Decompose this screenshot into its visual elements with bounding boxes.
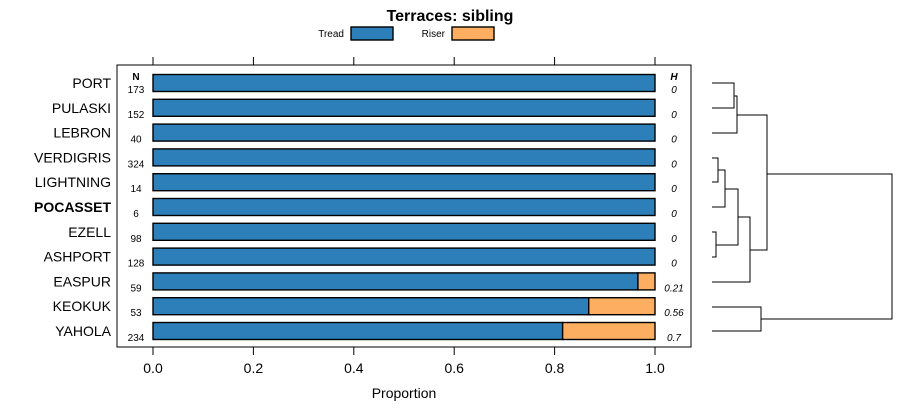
h-value-easpur: 0.21: [664, 283, 683, 294]
category-label-pocasset: POCASSET: [34, 199, 111, 215]
bar-tread-keokuk: [152, 297, 590, 316]
bar-tread-ashport: [152, 247, 656, 266]
bar-row-keokuk: KEOKUK 53 0.56: [53, 297, 684, 319]
n-value-ashport: 128: [128, 259, 145, 270]
h-value-port: 0: [671, 85, 677, 96]
category-label-easpur: EASPUR: [53, 273, 111, 289]
bar-row-yahola: YAHOLA 234 0.7: [55, 321, 681, 344]
h-value-pocasset: 0: [671, 209, 677, 220]
x-tick-label-1: 0.2: [244, 360, 264, 376]
dendrogram-upper-cluster: [737, 114, 768, 251]
x-tick-label-3: 0.6: [444, 360, 464, 376]
bar-riser-easpur: [637, 272, 656, 291]
dendrogram-easpur-join: [712, 216, 751, 283]
dendrogram-port-pulaski: [712, 82, 735, 109]
h-value-pulaski: 0: [671, 110, 677, 121]
n-value-port: 173: [128, 85, 145, 96]
bar-tread-port: [152, 73, 656, 93]
bar-tread-verdigris: [152, 148, 656, 167]
category-label-ezell: EZELL: [68, 224, 111, 240]
bar-tread-pulaski: [152, 98, 656, 118]
x-tick-label-2: 0.4: [344, 360, 364, 376]
x-tick-label-0: 0.0: [143, 360, 163, 376]
n-value-lebron: 40: [130, 135, 142, 146]
bar-row-port: PORT 173 0: [72, 73, 677, 96]
category-label-pulaski: PULASKI: [52, 100, 111, 116]
bar-row-ezell: EZELL 98 0: [68, 222, 677, 245]
bar-riser-keokuk: [588, 297, 656, 316]
n-value-keokuk: 53: [130, 308, 142, 319]
category-label-ashport: ASHPORT: [44, 249, 112, 265]
h-column-header: H: [670, 72, 678, 83]
x-tick-label-4: 0.8: [545, 360, 565, 376]
category-label-yahola: YAHOLA: [55, 323, 111, 339]
category-label-verdigris: VERDIGRIS: [34, 149, 111, 165]
bar-tread-lebron: [152, 123, 656, 142]
n-value-pulaski: 152: [128, 110, 145, 121]
chart-title: Terraces: sibling: [387, 8, 514, 25]
n-value-verdigris: 324: [128, 159, 145, 170]
n-value-pocasset: 6: [133, 209, 139, 220]
legend-label-tread: Tread: [318, 29, 344, 40]
dendrogram-root: [761, 173, 893, 320]
n-column-header: N: [132, 72, 139, 83]
n-value-yahola: 234: [128, 333, 145, 344]
legend-swatch-riser: [451, 26, 495, 41]
bar-row-easpur: EASPUR 59 0.21: [53, 272, 684, 294]
bar-tread-lightning: [152, 172, 656, 192]
dendrogram-ezell-ashport: [712, 231, 717, 258]
dendrogram: [712, 82, 893, 332]
dendrogram-verdigris-lightning: [712, 157, 719, 183]
bar-row-lebron: LEBRON 40 0: [53, 123, 677, 146]
bar-tread-ezell: [152, 222, 656, 242]
n-value-lightning: 14: [130, 184, 142, 195]
n-value-ezell: 98: [130, 234, 142, 245]
bar-row-ashport: ASHPORT 128 0: [44, 247, 677, 270]
x-tick-label-5: 1.0: [645, 360, 665, 376]
dendrogram-lebron-join: [712, 95, 738, 134]
category-label-port: PORT: [72, 75, 111, 91]
h-value-verdigris: 0: [671, 159, 677, 170]
bar-row-verdigris: VERDIGRIS 324 0: [34, 148, 677, 170]
dendrogram-keokuk-yahola: [712, 306, 762, 332]
category-label-lebron: LEBRON: [53, 125, 111, 141]
x-axis-title: Proportion: [372, 385, 437, 401]
h-value-keokuk: 0.56: [664, 308, 684, 319]
bar-tread-yahola: [152, 321, 564, 341]
h-value-yahola: 0.7: [667, 333, 681, 344]
bar-row-pocasset: POCASSET 6 0: [34, 197, 677, 220]
h-value-ezell: 0: [671, 234, 677, 245]
legend-label-riser: Riser: [422, 29, 446, 40]
plot-frame: [116, 64, 692, 348]
category-label-keokuk: KEOKUK: [53, 298, 112, 314]
legend-swatch-tread: [350, 26, 394, 41]
bar-row-lightning: LIGHTNING 14 0: [35, 172, 677, 195]
x-axis: 0.0 0.2 0.4 0.6 0.8 1.0: [143, 57, 665, 376]
bar-riser-yahola: [561, 321, 656, 341]
bar-rows: PORT 173 0 PULASKI 152 0 LEBRON 40 0 VERDIGRIS 324…: [34, 73, 684, 344]
h-value-lightning: 0: [671, 184, 677, 195]
dendrogram-group-join: [716, 188, 739, 246]
n-value-easpur: 59: [130, 283, 142, 294]
h-value-lebron: 0: [671, 135, 677, 146]
bar-tread-easpur: [152, 272, 639, 291]
bar-row-pulaski: PULASKI 152 0: [52, 98, 677, 121]
h-value-ashport: 0: [671, 259, 677, 270]
bar-tread-pocasset: [152, 197, 656, 217]
legend: Tread Riser: [318, 26, 495, 41]
category-label-lightning: LIGHTNING: [35, 174, 111, 190]
